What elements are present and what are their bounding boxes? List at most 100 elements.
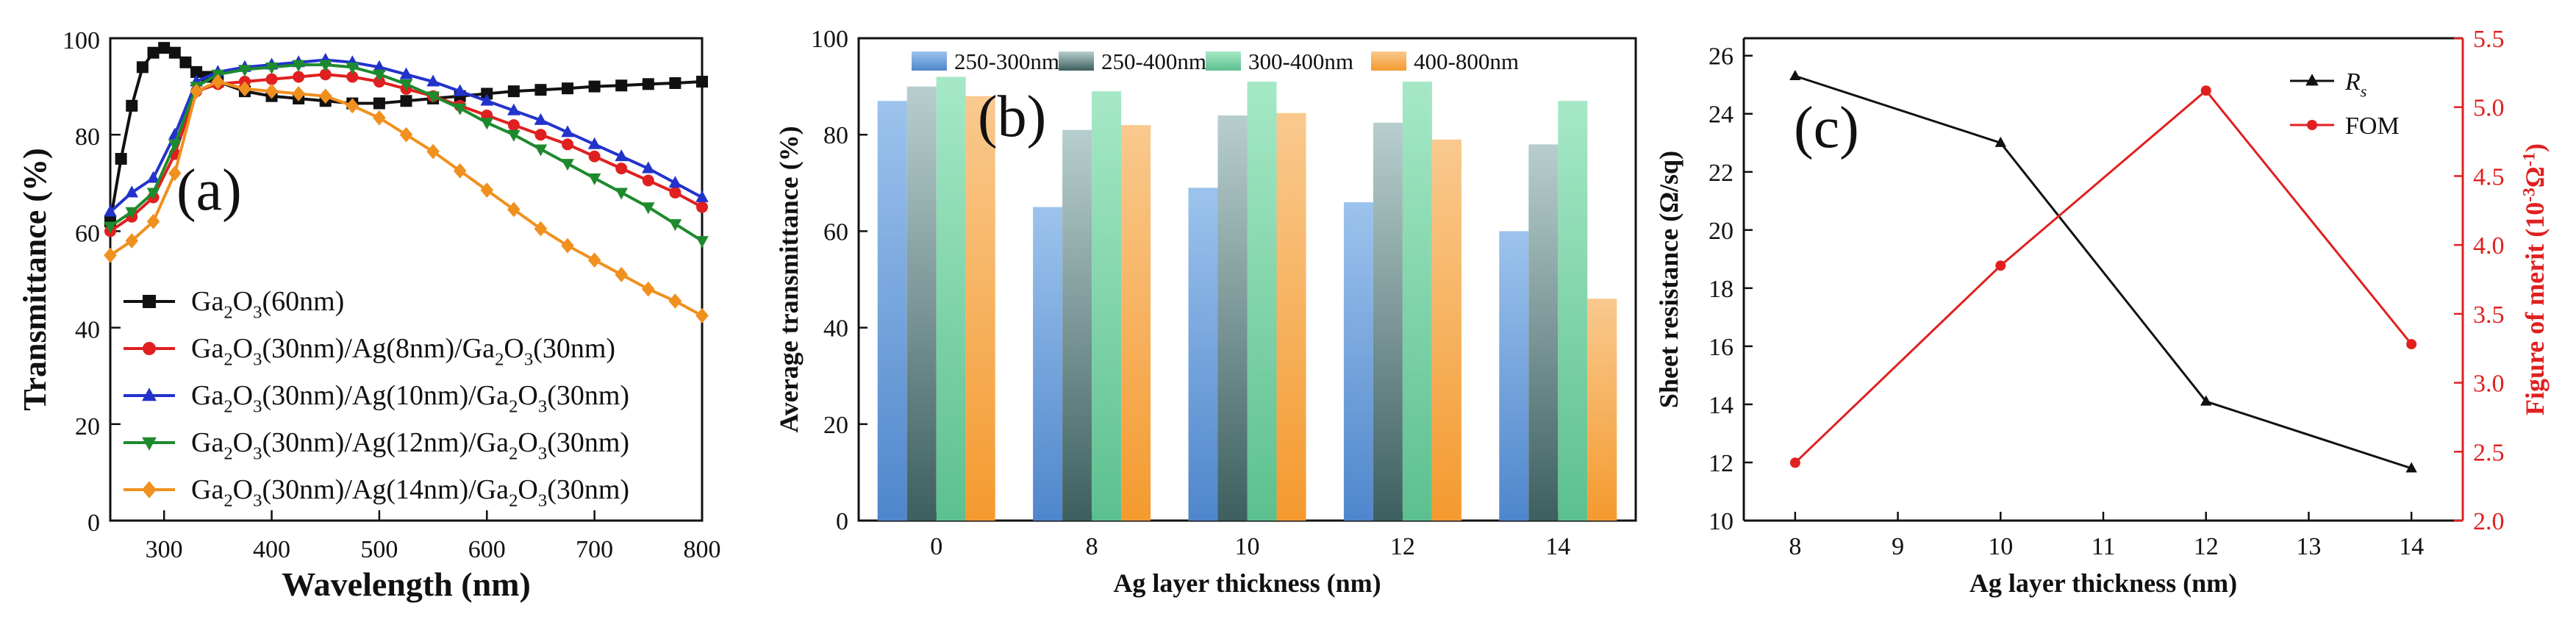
x-axis-label: Ag layer thickness (nm)	[1113, 568, 1381, 598]
panel-a: 300 400 500 600 700 800 0 20 40 60 80 100 Wavelength…	[17, 27, 721, 603]
data-point	[146, 188, 160, 200]
y-tick-label: 26	[1709, 43, 1734, 71]
legend-swatch	[1206, 51, 1241, 71]
x-tick-label: 700	[576, 536, 613, 563]
data-point	[125, 207, 139, 219]
y-tick-label: 10	[1709, 508, 1734, 535]
data-point	[238, 65, 251, 77]
data-point	[318, 88, 332, 104]
series-line	[109, 63, 704, 243]
y-tick-label: 0	[836, 508, 848, 535]
legend-swatch	[1059, 51, 1094, 71]
data-point	[104, 247, 117, 263]
legend-swatch	[1371, 51, 1406, 71]
data-point	[534, 84, 547, 96]
bar	[1499, 231, 1529, 521]
data-point	[615, 267, 629, 282]
y-right-tick-label: 4.5	[2473, 163, 2505, 190]
data-point	[373, 110, 386, 126]
data-point	[668, 219, 682, 232]
x-tick-label: 800	[684, 536, 721, 563]
data-point	[399, 79, 413, 91]
x-axis-label: Ag layer thickness (nm)	[1969, 568, 2237, 598]
y-tick-label: 60	[823, 218, 848, 246]
data-point	[346, 98, 359, 114]
data-point	[136, 61, 149, 74]
y-right-tick-label: 3.0	[2473, 371, 2505, 398]
y-tick-label: 14	[1709, 392, 1734, 419]
legend-label: 300-400nm	[1248, 49, 1353, 74]
data-point	[453, 84, 467, 96]
data-point	[115, 153, 127, 165]
data-point	[588, 150, 601, 162]
data-point	[158, 42, 171, 54]
panel-label: (b)	[978, 85, 1046, 149]
legend-label: FOM	[2345, 113, 2400, 140]
legend-marker	[2307, 120, 2317, 130]
data-point	[615, 149, 629, 162]
data-point	[669, 186, 681, 199]
data-point	[1995, 260, 2006, 271]
y-tick-label: 80	[75, 124, 100, 151]
data-point	[642, 161, 655, 174]
x-tick-label: 14	[2399, 533, 2424, 560]
y-tick-label: 40	[823, 315, 848, 343]
y-tick-label: 20	[75, 413, 100, 440]
y-right-tick-label: 5.0	[2473, 95, 2505, 122]
bar	[1343, 202, 1373, 521]
data-point	[399, 67, 413, 79]
data-point	[399, 126, 413, 143]
data-point	[346, 71, 359, 83]
y-axis-label: Sheet resistance (Ω/sq)	[1654, 151, 1684, 408]
data-point	[168, 46, 181, 59]
legend-label: 400-800nm	[1414, 49, 1519, 74]
data-point	[507, 119, 520, 132]
x-tick-label: 10	[1235, 533, 1260, 560]
x-tick-label: 500	[360, 536, 398, 563]
data-point	[615, 188, 629, 200]
data-point	[587, 137, 601, 149]
data-point	[642, 202, 655, 215]
data-point	[1789, 457, 1800, 468]
data-point	[373, 76, 385, 88]
data-point	[587, 173, 601, 185]
data-point	[695, 236, 709, 249]
data-point	[668, 176, 682, 188]
x-tick-label: 9	[1892, 533, 1904, 560]
data-point	[534, 221, 548, 237]
x-tick-label: 12	[2194, 533, 2219, 560]
legend-label: Ga2O3(30nm)/Ag(14nm)/Ga2O3(30nm)	[191, 474, 629, 511]
data-point	[126, 99, 138, 112]
data-point	[561, 238, 574, 254]
x-tick-label: 8	[1789, 533, 1801, 560]
legend-marker	[142, 481, 157, 499]
data-point	[507, 129, 520, 142]
data-point	[168, 165, 182, 182]
data-point	[642, 78, 654, 90]
x-tick-label: 10	[1988, 533, 2013, 560]
y-right-tick-label: 5.5	[2473, 26, 2505, 53]
bar	[1373, 122, 1403, 521]
legend-label: Ga2O3(30nm)/Ag(10nm)/Ga2O3(30nm)	[191, 380, 629, 417]
bar	[877, 101, 907, 521]
data-point	[480, 182, 494, 199]
x-tick-label: 11	[2092, 533, 2116, 560]
y-tick-label: 0	[87, 510, 100, 537]
data-point	[104, 204, 117, 217]
data-point	[507, 85, 520, 98]
y-tick-label: 24	[1709, 101, 1734, 129]
y-tick-label: 12	[1709, 450, 1734, 477]
legend-marker	[2305, 74, 2319, 86]
data-point	[168, 139, 182, 151]
data-point	[695, 190, 709, 202]
data-point	[561, 125, 574, 138]
data-point	[292, 86, 305, 101]
data-point	[373, 69, 386, 82]
data-point	[615, 162, 628, 175]
bar	[965, 96, 995, 521]
data-point	[480, 93, 494, 106]
data-point	[125, 185, 139, 198]
data-point	[373, 97, 385, 110]
data-point	[426, 143, 440, 160]
legend-label: 250-300nm	[954, 49, 1059, 74]
